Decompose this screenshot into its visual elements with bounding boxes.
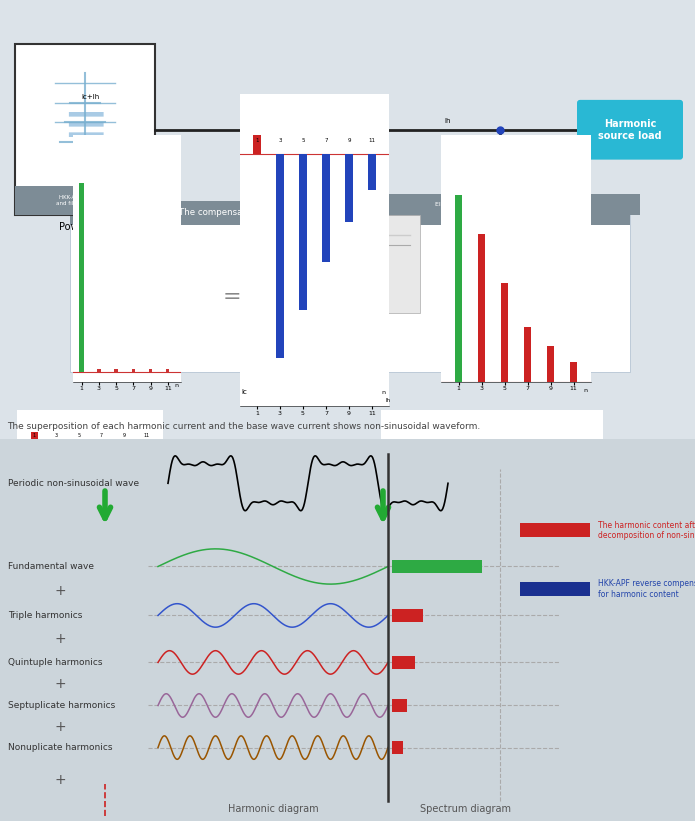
Text: The compensation effect of THDi <5% and PF0.99 after HKK-APF compensation: The compensation effect of THDi <5% and … [179, 209, 521, 218]
Bar [115, 369, 117, 372]
Bar [375, 194, 640, 215]
Text: +: + [54, 584, 66, 598]
Text: =: = [222, 287, 241, 307]
Bar [392, 655, 415, 669]
Text: Ih: Ih [385, 398, 391, 403]
Bar [547, 346, 554, 382]
Text: Quintuple harmonics: Quintuple harmonics [8, 658, 102, 667]
Text: 1: 1 [255, 139, 259, 144]
Text: 7: 7 [325, 139, 328, 144]
Text: Harmonic diagram: Harmonic diagram [228, 805, 318, 814]
Text: HKK-APF compensates var
and filters 2 ~ 50 harmonics: HKK-APF compensates var and filters 2 ~ … [56, 195, 134, 206]
Text: 11: 11 [143, 433, 149, 438]
Bar [79, 183, 84, 372]
Bar [300, 154, 306, 310]
Text: +: + [54, 773, 66, 787]
Text: HKK-APF reverse compensation
for harmonic content: HKK-APF reverse compensation for harmoni… [598, 580, 695, 599]
Bar [572, 562, 583, 575]
Bar [520, 582, 590, 596]
Text: Harmonic
source load: Harmonic source load [598, 119, 662, 141]
Bar [143, 442, 150, 461]
Bar [538, 551, 549, 575]
Bar [15, 186, 175, 215]
Bar [277, 154, 284, 359]
Bar [97, 369, 101, 372]
Text: n: n [174, 383, 179, 388]
Bar [270, 215, 420, 314]
Bar [524, 327, 531, 382]
Bar [15, 44, 155, 215]
Text: n: n [593, 577, 596, 582]
Text: Septuplicate harmonics: Septuplicate harmonics [8, 701, 115, 710]
Bar [253, 135, 261, 154]
Text: Electricity environment containing harmonics: Electricity environment containing harmo… [435, 202, 579, 207]
Bar [392, 699, 407, 713]
Bar [166, 369, 170, 372]
Text: n: n [382, 391, 386, 396]
Bar [504, 538, 515, 575]
Bar [31, 432, 38, 442]
Text: HKK-APF: HKK-APF [325, 319, 366, 328]
Bar [368, 154, 376, 190]
Text: +: + [54, 719, 66, 733]
Text: n: n [156, 564, 159, 570]
Text: Nonuplicate harmonics: Nonuplicate harmonics [8, 743, 113, 752]
Text: 11: 11 [368, 139, 375, 144]
Bar [392, 560, 482, 573]
Text: Ic: Ic [19, 564, 23, 570]
Text: 3: 3 [278, 139, 281, 144]
Bar [455, 195, 462, 382]
Bar [70, 201, 630, 225]
Text: ≡: ≡ [62, 100, 108, 154]
Bar [435, 476, 446, 575]
Bar [501, 283, 508, 382]
Bar [570, 362, 578, 382]
Text: Triple harmonics: Triple harmonics [8, 611, 83, 620]
Bar [520, 524, 590, 537]
Text: Ih: Ih [444, 118, 451, 124]
Bar [131, 369, 135, 372]
Bar [392, 608, 423, 622]
Text: n: n [583, 388, 587, 392]
Bar [120, 442, 128, 478]
Text: Fundamental wave: Fundamental wave [8, 562, 94, 571]
Text: Periodic non-sinusoidal wave: Periodic non-sinusoidal wave [8, 479, 139, 488]
Text: 9: 9 [122, 433, 126, 438]
Text: 7: 7 [100, 433, 103, 438]
Bar [478, 234, 485, 382]
Bar [345, 154, 352, 222]
Text: 1: 1 [33, 433, 35, 438]
FancyBboxPatch shape [577, 100, 683, 159]
Text: 3: 3 [55, 433, 58, 438]
Bar [322, 154, 329, 263]
Bar [392, 741, 403, 754]
Bar [401, 450, 412, 575]
Text: +: + [54, 677, 66, 691]
Text: The superposition of each harmonic current and the base wave current shows non-s: The superposition of each harmonic curre… [7, 422, 480, 431]
Bar [76, 442, 83, 524]
Bar [53, 442, 60, 549]
Text: 9: 9 [348, 139, 351, 144]
Text: +: + [54, 632, 66, 646]
Text: 5: 5 [301, 139, 304, 144]
Text: 5: 5 [78, 433, 81, 438]
Bar [469, 509, 480, 575]
Text: Power grid: Power grid [59, 222, 111, 232]
Text: Spectrum diagram: Spectrum diagram [420, 805, 512, 814]
Bar [149, 369, 152, 372]
Text: Ic: Ic [241, 389, 247, 396]
Text: The harmonic content after the
decomposition of non-sinusoidal wave: The harmonic content after the decomposi… [598, 521, 695, 540]
Text: Ic+Ih: Ic+Ih [81, 94, 100, 99]
Bar [98, 442, 105, 499]
Text: +: + [454, 287, 473, 307]
Bar [70, 201, 630, 372]
